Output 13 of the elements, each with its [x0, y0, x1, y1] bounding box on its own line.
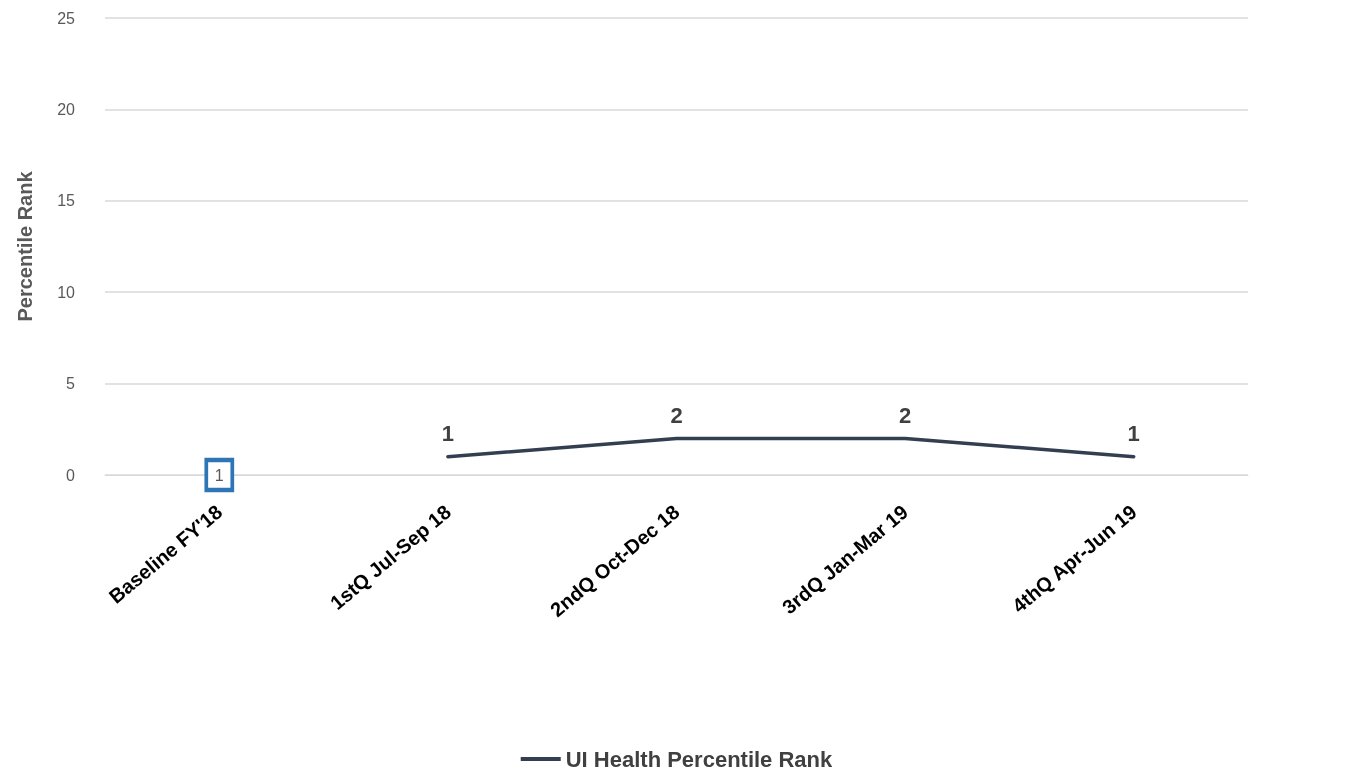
y-tick-label: 10: [57, 283, 76, 301]
data-label: 1: [1127, 421, 1140, 447]
annotation: 1: [214, 466, 224, 484]
legend-label: UI Health Percentile Rank: [565, 746, 834, 772]
y-axis-title: Percentile Rank: [14, 170, 36, 322]
y-tick-label: 0: [66, 466, 76, 484]
data-label: 1: [441, 421, 455, 447]
data-label: 2: [670, 402, 683, 428]
y-tick-label: 15: [57, 192, 76, 210]
y-tick-label: 5: [66, 375, 76, 393]
y-tick-label: 25: [57, 9, 76, 27]
data-label: 2: [898, 402, 912, 428]
y-tick-label: 20: [57, 100, 76, 118]
